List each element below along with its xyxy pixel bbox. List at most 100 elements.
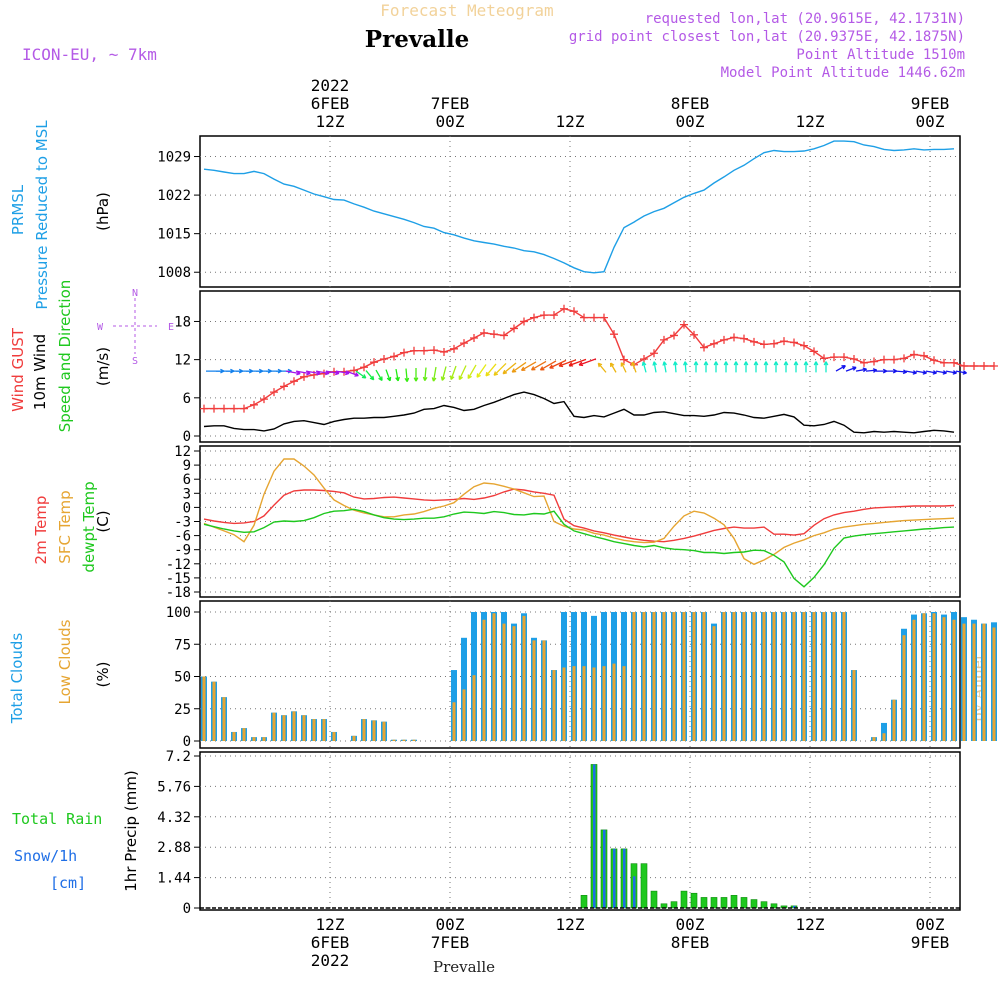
y-tick-label: 1022 [157,188,191,204]
wind-arrow [783,361,789,373]
bar-low-clouds [722,612,726,741]
gust-marker [730,333,738,342]
bar-total-rain [720,897,728,909]
compass-n: N [132,288,138,299]
gust-marker [890,355,898,364]
bar-low-clouds [982,623,986,741]
bar-low-clouds [232,731,236,741]
bar-low-clouds [902,635,906,741]
unit-label: (%) [94,662,112,688]
y-tick-label: 1008 [157,265,191,281]
gust-marker [610,330,618,339]
y-tick-label: 9 [183,458,191,474]
wind-arrow [885,368,898,374]
series-label-total-rain: Total Rain [12,810,102,828]
gust-marker [950,358,958,367]
bar-low-clouds [582,666,586,741]
gust-marker [620,355,628,364]
unit-label: (C) [94,510,112,532]
gust-marker [870,357,878,366]
wind-arrow [895,369,908,375]
y-tick-label: 0 [183,734,191,750]
bottom-time-label: 7FEB [431,933,470,952]
gust-marker [560,304,568,313]
y-tick-label: -18 [166,585,191,601]
wind-arrow [502,362,517,375]
bar-low-clouds [852,670,856,741]
bar-low-clouds [212,681,216,741]
gust-marker [760,340,768,349]
gust-marker [470,334,478,342]
wind-arrow [365,370,375,381]
y-tick-label: 1015 [157,227,191,243]
gust-marker [930,356,938,365]
series-line-wind-gust [204,307,994,410]
wind-arrow [476,364,487,378]
bar-low-clouds [362,719,366,741]
bottom-time-label: 00Z [676,915,705,934]
wind-arrow [641,361,647,373]
bar-low-clouds [542,640,546,741]
gust-marker [490,330,498,339]
series-label-wind: 10m Wind [31,334,49,410]
wind-arrow [773,361,779,373]
bar-low-clouds [812,612,816,741]
bar-low-clouds [452,702,456,741]
top-time-label: 9FEB [911,94,950,113]
wind-arrow [875,368,888,374]
wind-arrow [835,365,846,372]
y-tick-label: -6 [174,529,191,545]
y-tick-label: 1029 [157,150,191,166]
gust-marker [430,346,438,355]
gust-marker [550,311,558,320]
model-point-altitude: Model Point Altitude 1446.62m [721,65,965,81]
compass-s: S [132,356,138,367]
gust-marker [840,353,848,362]
wind-arrow [485,363,497,377]
bar-low-clouds [382,721,386,741]
bar-low-clouds [202,676,206,741]
precip-panel: 0 1.44 2.88 4.32 5.76 7.2 1hr Precip (mm) Total… [12,749,961,917]
bar-total-rain [650,890,658,909]
bar-low-clouds [332,731,336,741]
wind-arrow [823,361,829,373]
bar-low-clouds [762,612,766,741]
y-tick-label: 6 [183,391,191,407]
wind-arrow [662,361,668,373]
bar-low-clouds [552,670,556,741]
gust-marker [910,350,918,359]
gust-marker [700,343,708,352]
bar-low-clouds [652,612,656,741]
wind-arrow [558,359,577,368]
gust-marker [830,353,838,362]
gust-marker [210,404,218,413]
gust-marker [440,348,448,356]
gust-marker [480,328,488,337]
bar-total-rain [750,899,758,909]
wind-arrow [520,361,537,371]
gust-marker [650,349,658,358]
bar-total-rain [670,901,678,909]
top-time-label: 2022 [311,76,350,95]
gust-marker [710,339,718,348]
gust-marker [500,331,508,340]
y-tick-label: 50 [174,670,191,686]
bar-low-clouds [772,612,776,741]
gust-marker [940,358,948,367]
grid-point-coords: grid point closest lon,lat (20.9375E, 42… [569,29,965,45]
wind-arrow [449,365,457,380]
bottom-time-label: 12Z [556,915,585,934]
gust-marker [280,382,288,391]
bottom-time-label: 00Z [436,915,465,934]
wind-arrow [813,361,819,373]
wind-arrow [845,366,857,372]
bar-low-clouds [682,612,686,741]
series-label-sfc-temp: SFC Temp [56,490,74,563]
top-time-label: 7FEB [431,94,470,113]
gust-marker [770,339,778,348]
y-tick-label: 7.2 [166,749,191,765]
series-label-gust: Wind GUST [9,327,27,412]
gust-marker [640,355,648,363]
bar-low-clouds [252,737,256,741]
